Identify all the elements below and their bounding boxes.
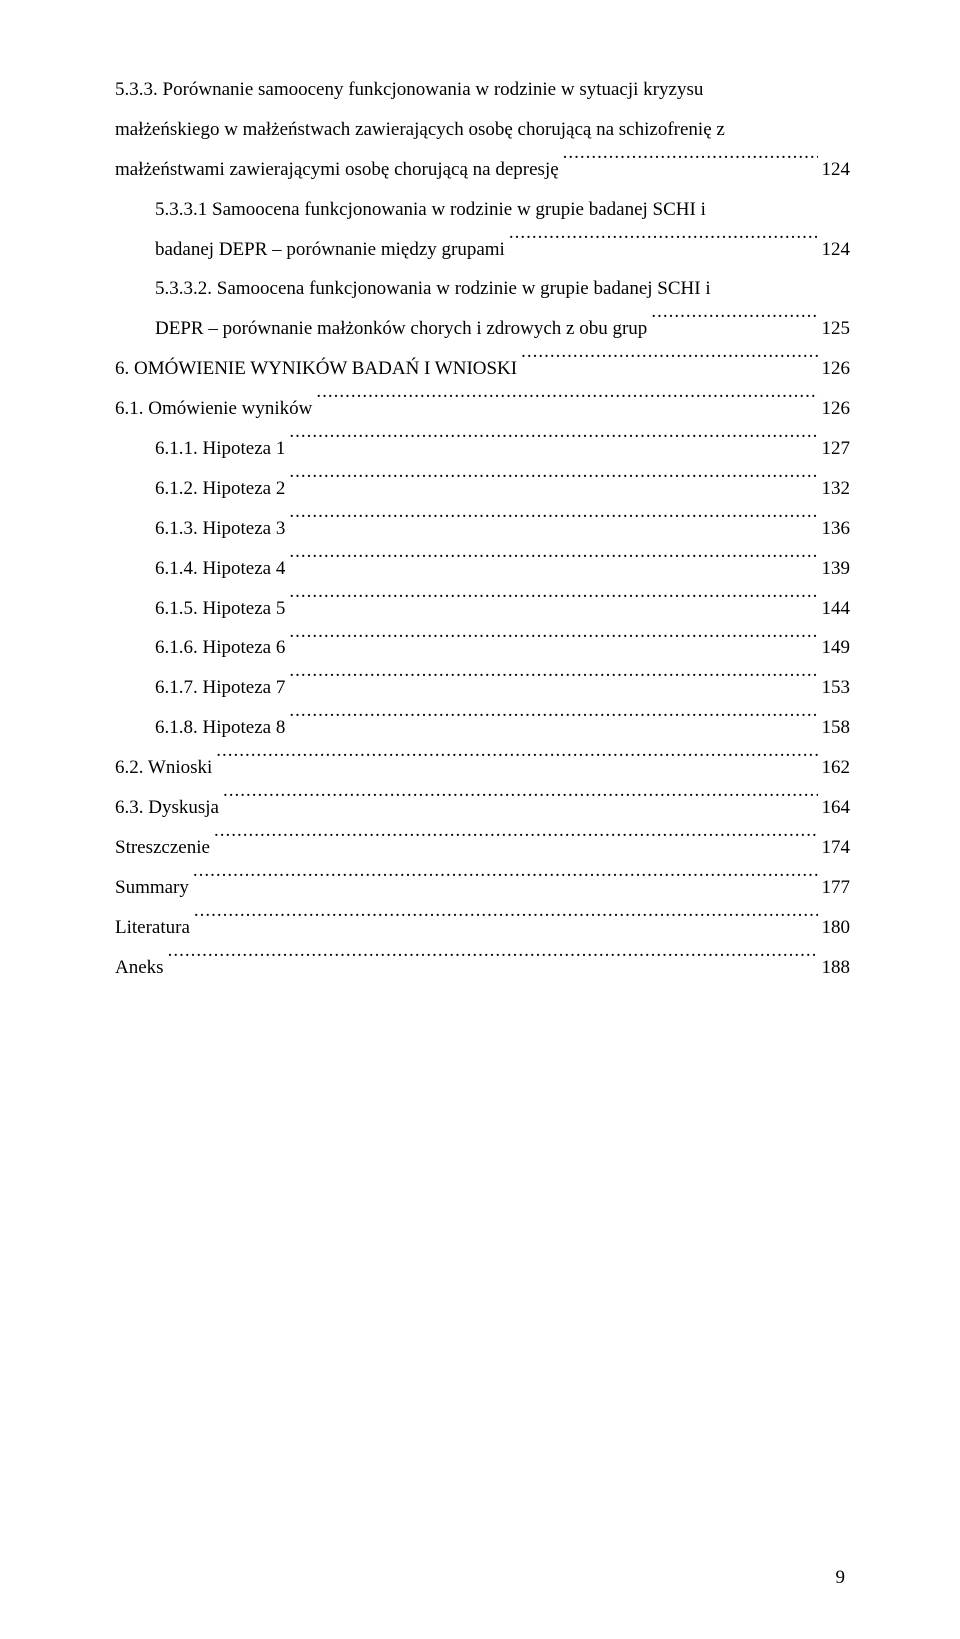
toc-page-number: 153 xyxy=(822,668,851,708)
toc-entry: 6.3. Dyskusja 164 xyxy=(115,788,850,828)
dot-leader xyxy=(289,631,817,654)
dot-leader xyxy=(289,710,817,733)
toc-entry-label: 6.1.6. Hipoteza 6 xyxy=(155,628,285,668)
toc-entry-tail: DEPR – porównanie małżonków chorych i zd… xyxy=(155,309,647,349)
dot-leader xyxy=(194,910,818,933)
dot-leader xyxy=(214,830,818,853)
toc-entry-label: 6.1.2. Hipoteza 2 xyxy=(155,469,285,509)
toc-entry: 6.1.8. Hipoteza 8 158 xyxy=(115,708,850,748)
dot-leader xyxy=(168,950,818,973)
dot-leader xyxy=(289,511,817,534)
dot-leader xyxy=(289,551,817,574)
toc-entry-label: 6.1.8. Hipoteza 8 xyxy=(155,708,285,748)
toc-page-number: 126 xyxy=(822,389,851,429)
toc-page-number: 124 xyxy=(822,230,851,270)
toc-entry: 5.3.3.1 Samoocena funkcjonowania w rodzi… xyxy=(115,190,850,270)
toc-entry: 6.2. Wnioski 162 xyxy=(115,748,850,788)
toc-entry-text-line: 5.3.3. Porównanie samooceny funkcjonowan… xyxy=(115,70,850,110)
dot-leader xyxy=(216,750,817,773)
toc-page-number: 149 xyxy=(822,628,851,668)
toc-entry: 6.1.3. Hipoteza 3 136 xyxy=(115,509,850,549)
toc-entry: Aneks 188 xyxy=(115,948,850,988)
toc-page-number: 162 xyxy=(822,748,851,788)
toc-page-number: 158 xyxy=(822,708,851,748)
dot-leader xyxy=(289,431,817,454)
toc-entry: 5.3.3.2. Samoocena funkcjonowania w rodz… xyxy=(115,269,850,349)
toc-page-number: 127 xyxy=(822,429,851,469)
toc-entry: Streszczenie 174 xyxy=(115,828,850,868)
toc-entry-label: 6.1. Omówienie wyników xyxy=(115,389,312,429)
dot-leader xyxy=(316,391,817,414)
dot-leader xyxy=(651,312,817,335)
dot-leader xyxy=(289,591,817,614)
toc-page-number: 136 xyxy=(822,509,851,549)
dot-leader xyxy=(563,152,818,175)
dot-leader xyxy=(289,471,817,494)
toc-entry-label: Aneks xyxy=(115,948,164,988)
toc-entry-label: Summary xyxy=(115,868,189,908)
toc-entry: Summary 177 xyxy=(115,868,850,908)
dot-leader xyxy=(193,870,818,893)
toc-entry: 6.1.6. Hipoteza 6 149 xyxy=(115,628,850,668)
toc-entry-tail: badanej DEPR – porównanie między grupami xyxy=(155,230,505,270)
toc-entry-text-line: małżeńskiego w małżeństwach zawierającyc… xyxy=(115,110,850,150)
dot-leader xyxy=(509,232,818,255)
toc-entry-label: Literatura xyxy=(115,908,190,948)
toc-entry: 6.1.7. Hipoteza 7 153 xyxy=(115,668,850,708)
toc-entry-label: 6.1.3. Hipoteza 3 xyxy=(155,509,285,549)
toc-entry: 6.1.2. Hipoteza 2 132 xyxy=(115,469,850,509)
toc-page-number: 132 xyxy=(822,469,851,509)
toc-page-number: 139 xyxy=(822,549,851,589)
toc-entry-label: 6. OMÓWIENIE WYNIKÓW BADAŃ I WNIOSKI xyxy=(115,349,517,389)
toc-page-number: 188 xyxy=(822,948,851,988)
toc-page-number: 124 xyxy=(822,150,851,190)
dot-leader xyxy=(521,351,817,374)
toc-entry-label: Streszczenie xyxy=(115,828,210,868)
toc-entry-text-line: 5.3.3.2. Samoocena funkcjonowania w rodz… xyxy=(155,269,850,309)
toc-entry: 6.1.4. Hipoteza 4 139 xyxy=(115,549,850,589)
toc-page-number: 180 xyxy=(822,908,851,948)
toc-entry-label: 6.1.7. Hipoteza 7 xyxy=(155,668,285,708)
document-page: 5.3.3. Porównanie samooceny funkcjonowan… xyxy=(0,0,960,1639)
toc-entry: 6. OMÓWIENIE WYNIKÓW BADAŃ I WNIOSKI 126 xyxy=(115,349,850,389)
dot-leader xyxy=(289,671,817,694)
toc-entry: 6.1. Omówienie wyników 126 xyxy=(115,389,850,429)
toc-page-number: 126 xyxy=(822,349,851,389)
toc-entry-text-line: 5.3.3.1 Samoocena funkcjonowania w rodzi… xyxy=(155,190,850,230)
toc-entry-label: 6.1.4. Hipoteza 4 xyxy=(155,549,285,589)
toc-entry: Literatura 180 xyxy=(115,908,850,948)
toc-page-number: 144 xyxy=(822,589,851,629)
toc-entry-label: 6.3. Dyskusja xyxy=(115,788,219,828)
page-footer-number: 9 xyxy=(836,1567,846,1589)
toc-page-number: 164 xyxy=(822,788,851,828)
toc-entry-tail: małżeństwami zawierającymi osobę chorują… xyxy=(115,150,559,190)
toc-page-number: 177 xyxy=(822,868,851,908)
toc-entry-label: 6.1.1. Hipoteza 1 xyxy=(155,429,285,469)
toc-entry-label: 6.1.5. Hipoteza 5 xyxy=(155,589,285,629)
toc-entry: 5.3.3. Porównanie samooceny funkcjonowan… xyxy=(115,70,850,190)
toc-entry: 6.1.5. Hipoteza 5 144 xyxy=(115,589,850,629)
toc-page-number: 174 xyxy=(822,828,851,868)
toc-entry: 6.1.1. Hipoteza 1 127 xyxy=(115,429,850,469)
dot-leader xyxy=(223,790,818,813)
toc-entry-label: 6.2. Wnioski xyxy=(115,748,212,788)
toc-page-number: 125 xyxy=(822,309,851,349)
